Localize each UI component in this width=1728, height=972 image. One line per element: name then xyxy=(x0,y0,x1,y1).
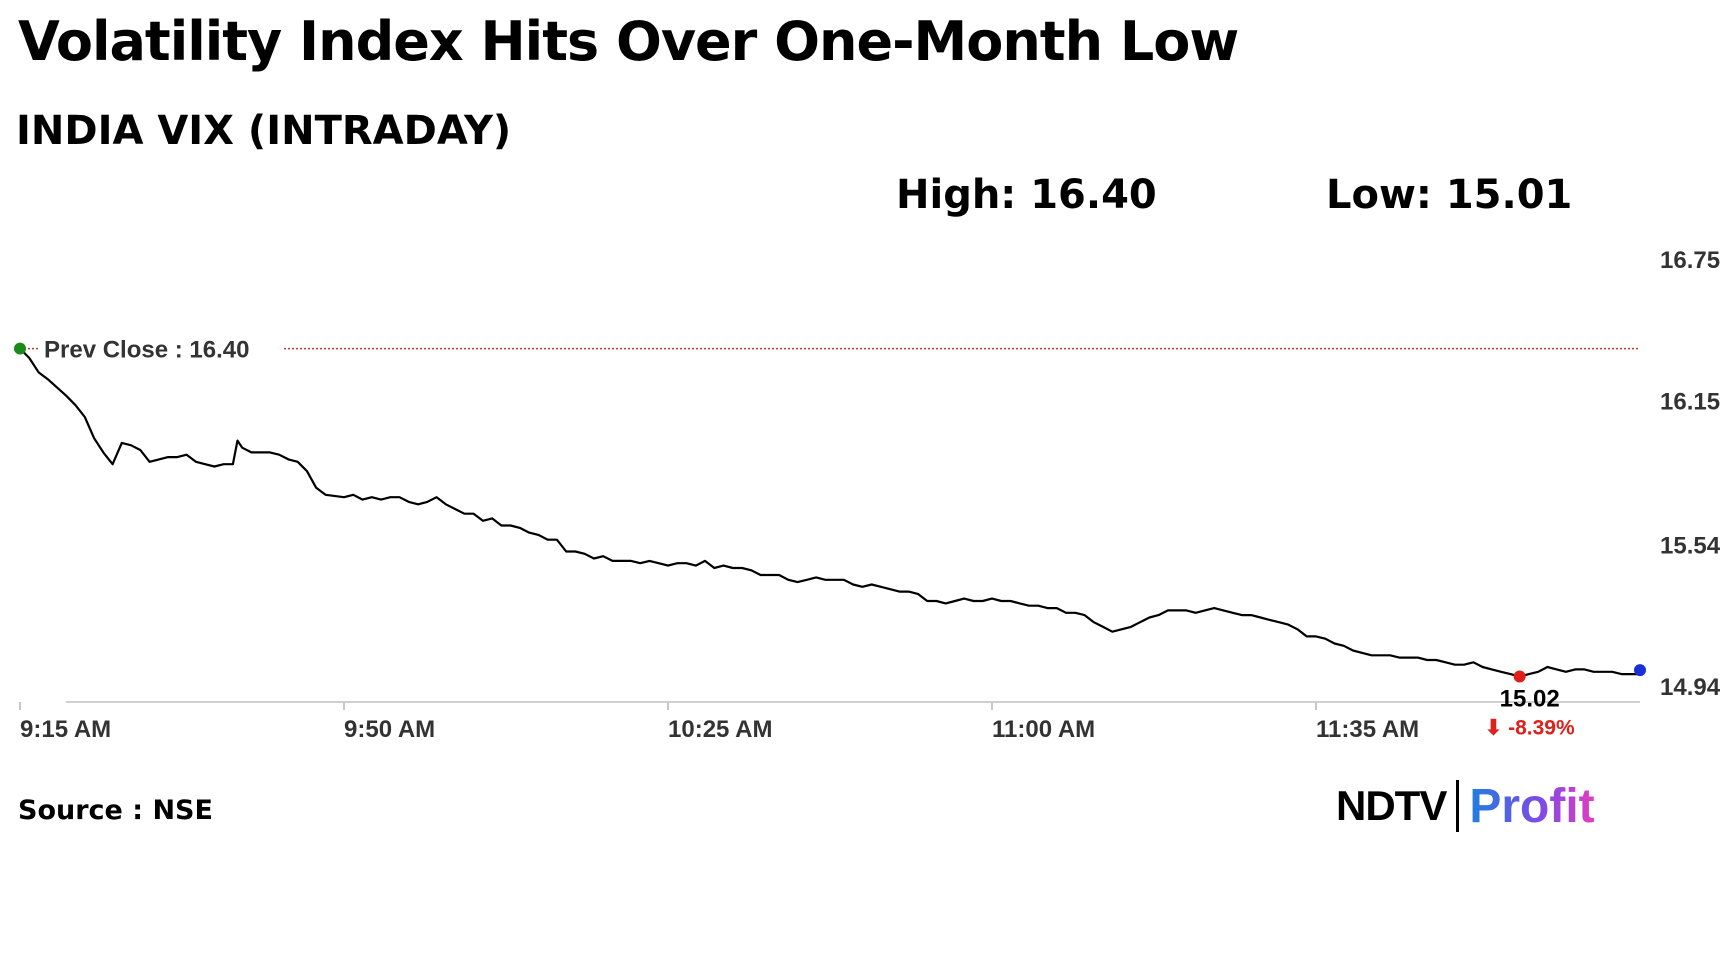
prev-close-label: Prev Close : 16.40 xyxy=(44,337,249,364)
y-tick-label: 14.94 xyxy=(1660,674,1721,701)
end-marker xyxy=(1634,664,1646,677)
day-high-stat: High: 16.40 xyxy=(896,172,1157,218)
y-axis-ticks: 16.75 16.15 15.54 14.94 xyxy=(1660,247,1721,701)
vix-intraday-chart: Prev Close : 16.40 9:15 AM 9:50 AM 10:25 A… xyxy=(14,247,1721,743)
x-tick-label: 9:15 AM xyxy=(20,716,111,743)
logo-ndtv-text: NDTV xyxy=(1336,782,1447,829)
x-axis-ticks: 9:15 AM 9:50 AM 10:25 AM 11:00 AM 11:35 AM xyxy=(19,702,1419,743)
y-tick-label: 16.75 xyxy=(1660,247,1720,274)
series-line xyxy=(19,347,1640,678)
start-marker xyxy=(14,342,26,355)
chart-subtitle: INDIA VIX (INTRADAY) xyxy=(16,108,512,154)
logo-profit-text: Profit xyxy=(1469,779,1595,833)
x-tick-label: 11:00 AM xyxy=(992,716,1095,743)
prev-close-label-bg xyxy=(38,334,284,363)
ndtv-profit-logo: NDTV Profit xyxy=(1336,778,1595,834)
low-marker xyxy=(1513,670,1526,683)
x-tick-label: 11:35 AM xyxy=(1316,716,1419,743)
source-note: Source : NSE xyxy=(18,795,213,826)
x-tick-label: 10:25 AM xyxy=(668,716,772,743)
y-tick-label: 15.54 xyxy=(1660,532,1721,559)
day-low-stat: Low: 15.01 xyxy=(1326,172,1573,218)
page-title: Volatility Index Hits Over One-Month Low xyxy=(18,10,1239,73)
y-tick-label: 16.15 xyxy=(1660,389,1720,416)
change-percent-label: ⬇ -8.39% xyxy=(1485,716,1575,739)
last-value-label: 15.02 xyxy=(1500,685,1560,712)
x-tick-label: 9:50 AM xyxy=(344,716,435,743)
logo-divider xyxy=(1456,780,1460,832)
